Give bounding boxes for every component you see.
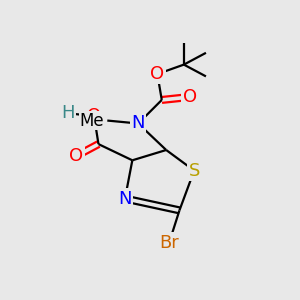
Text: S: S: [188, 162, 200, 180]
Text: O: O: [150, 65, 164, 83]
Text: Br: Br: [159, 234, 179, 252]
Text: N: N: [118, 190, 132, 208]
Text: O: O: [183, 88, 197, 106]
Text: O: O: [69, 147, 83, 165]
Text: H: H: [61, 104, 74, 122]
Text: N: N: [131, 115, 145, 133]
Text: O: O: [87, 107, 101, 125]
Text: Me: Me: [80, 112, 104, 130]
